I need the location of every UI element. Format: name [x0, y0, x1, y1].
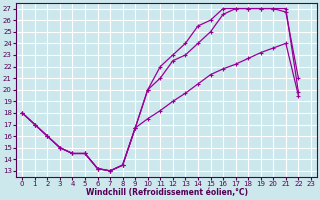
X-axis label: Windchill (Refroidissement éolien,°C): Windchill (Refroidissement éolien,°C)	[85, 188, 248, 197]
